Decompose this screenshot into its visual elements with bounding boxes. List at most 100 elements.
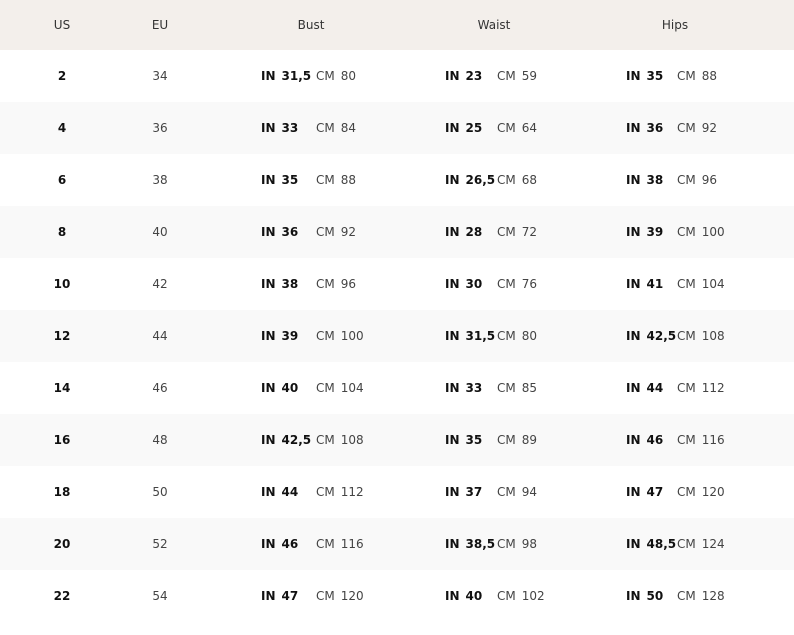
bust-cm-value: 108 <box>340 433 364 447</box>
bust-cm: CM 120 <box>316 570 364 622</box>
cm-unit: CM <box>316 121 335 135</box>
hips-cm: CM 92 <box>677 102 717 154</box>
bust-in-value: 36 <box>281 225 299 239</box>
table-row: 20 52 IN 46 CM 116 IN 38,5 CM 98 IN 48,5 CM 124 <box>0 518 794 570</box>
us-size: 10 <box>53 277 71 291</box>
header-bust: Bust <box>297 18 325 32</box>
hips-in: IN 48,5 <box>626 518 676 570</box>
waist-in-value: 30 <box>465 277 483 291</box>
hips-in-value: 46 <box>646 433 664 447</box>
table-row: 14 46 IN 40 CM 104 IN 33 CM 85 IN 44 CM 112 <box>0 362 794 414</box>
bust-cm: CM 92 <box>316 206 356 258</box>
cm-unit: CM <box>677 121 696 135</box>
hips-cm: CM 116 <box>677 414 725 466</box>
in-unit: IN <box>445 121 460 135</box>
in-unit: IN <box>626 121 641 135</box>
hips-in-value: 35 <box>646 69 664 83</box>
bust-cm: CM 100 <box>316 310 364 362</box>
in-unit: IN <box>261 173 276 187</box>
hips-in-value: 42,5 <box>646 329 677 343</box>
hips-in-value: 50 <box>646 589 664 603</box>
waist-cm-value: 94 <box>521 485 538 499</box>
waist-in: IN 35 <box>445 414 482 466</box>
hips-cm-value: 92 <box>701 121 718 135</box>
table-row: 18 50 IN 44 CM 112 IN 37 CM 94 IN 47 CM 120 <box>0 466 794 518</box>
cm-unit: CM <box>316 433 335 447</box>
bust-in-value: 46 <box>281 537 299 551</box>
table-row: 8 40 IN 36 CM 92 IN 28 CM 72 IN 39 CM 100 <box>0 206 794 258</box>
waist-cm: CM 68 <box>497 154 537 206</box>
bust-in-value: 39 <box>281 329 299 343</box>
in-unit: IN <box>626 329 641 343</box>
cm-unit: CM <box>316 589 335 603</box>
hips-in: IN 47 <box>626 466 663 518</box>
waist-cm: CM 72 <box>497 206 537 258</box>
bust-cm-value: 88 <box>340 173 357 187</box>
hips-cm-value: 100 <box>701 225 725 239</box>
cm-unit: CM <box>497 485 516 499</box>
table-row: 2 34 IN 31,5 CM 80 IN 23 CM 59 IN 35 CM 88 <box>0 50 794 102</box>
cm-unit: CM <box>316 69 335 83</box>
hips-cm-value: 88 <box>701 69 718 83</box>
in-unit: IN <box>626 381 641 395</box>
in-unit: IN <box>261 69 276 83</box>
waist-in-value: 38,5 <box>465 537 496 551</box>
eu-size: 46 <box>152 381 168 395</box>
in-unit: IN <box>445 173 460 187</box>
bust-cm: CM 104 <box>316 362 364 414</box>
cm-unit: CM <box>497 69 516 83</box>
in-unit: IN <box>445 329 460 343</box>
us-size: 12 <box>53 329 71 343</box>
bust-cm-value: 92 <box>340 225 357 239</box>
bust-in-value: 42,5 <box>281 433 312 447</box>
bust-in: IN 35 <box>261 154 298 206</box>
waist-in-value: 37 <box>465 485 483 499</box>
hips-cm: CM 112 <box>677 362 725 414</box>
hips-in: IN 39 <box>626 206 663 258</box>
cm-unit: CM <box>316 381 335 395</box>
cm-unit: CM <box>497 537 516 551</box>
cm-unit: CM <box>677 485 696 499</box>
hips-cm: CM 124 <box>677 518 725 570</box>
waist-in: IN 25 <box>445 102 482 154</box>
us-size: 6 <box>57 173 67 187</box>
us-size: 8 <box>57 225 67 239</box>
eu-size: 34 <box>152 69 168 83</box>
in-unit: IN <box>626 225 641 239</box>
in-unit: IN <box>261 433 276 447</box>
bust-in-value: 38 <box>281 277 299 291</box>
in-unit: IN <box>445 277 460 291</box>
bust-cm-value: 112 <box>340 485 364 499</box>
cm-unit: CM <box>497 121 516 135</box>
us-size: 22 <box>53 589 71 603</box>
us-size: 18 <box>53 485 71 499</box>
cm-unit: CM <box>677 329 696 343</box>
waist-cm-value: 68 <box>521 173 538 187</box>
in-unit: IN <box>261 485 276 499</box>
in-unit: IN <box>261 329 276 343</box>
in-unit: IN <box>261 589 276 603</box>
in-unit: IN <box>261 537 276 551</box>
us-size: 14 <box>53 381 71 395</box>
cm-unit: CM <box>316 173 335 187</box>
waist-in: IN 30 <box>445 258 482 310</box>
table-row: 4 36 IN 33 CM 84 IN 25 CM 64 IN 36 CM 92 <box>0 102 794 154</box>
hips-in: IN 42,5 <box>626 310 676 362</box>
waist-in: IN 33 <box>445 362 482 414</box>
in-unit: IN <box>261 225 276 239</box>
table-header: US EU Bust Waist Hips <box>0 0 794 50</box>
header-eu: EU <box>151 18 169 32</box>
waist-cm-value: 102 <box>521 589 545 603</box>
bust-cm: CM 96 <box>316 258 356 310</box>
cm-unit: CM <box>497 433 516 447</box>
waist-cm-value: 59 <box>521 69 538 83</box>
in-unit: IN <box>626 433 641 447</box>
bust-in: IN 47 <box>261 570 298 622</box>
cm-unit: CM <box>677 69 696 83</box>
cm-unit: CM <box>497 589 516 603</box>
us-size: 20 <box>53 537 71 551</box>
in-unit: IN <box>261 277 276 291</box>
hips-cm-value: 96 <box>701 173 718 187</box>
hips-cm-value: 128 <box>701 589 725 603</box>
waist-in: IN 28 <box>445 206 482 258</box>
